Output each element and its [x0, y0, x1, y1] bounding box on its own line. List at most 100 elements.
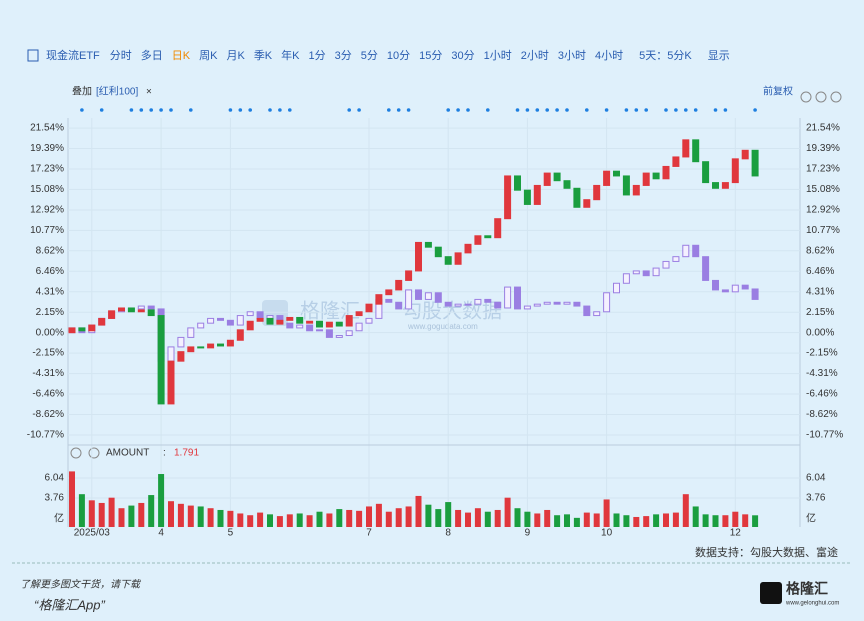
event-marker[interactable]	[149, 108, 153, 112]
event-marker[interactable]	[228, 108, 233, 112]
toolbar-item[interactable]: 显示	[708, 49, 730, 62]
event-marker[interactable]	[80, 108, 84, 112]
y-tick-label: 10.77%	[30, 225, 64, 236]
toolbar-item[interactable]: 多日	[141, 48, 163, 62]
volume-bar	[78, 494, 85, 527]
close-icon[interactable]	[88, 447, 100, 459]
candle	[246, 320, 254, 331]
toolbar-item[interactable]: 现金流ETF	[46, 48, 100, 62]
event-marker[interactable]	[238, 108, 243, 112]
candle	[365, 303, 373, 313]
event-marker[interactable]	[684, 108, 688, 112]
y-tick-label-right: -2.15%	[806, 348, 838, 359]
event-marker[interactable]	[486, 108, 490, 112]
volume-bar	[326, 513, 333, 527]
candle	[553, 301, 561, 305]
y-tick-label-right: -6.46%	[806, 389, 838, 400]
toolbar-item[interactable]: 季K	[254, 49, 273, 62]
event-marker[interactable]	[713, 108, 718, 112]
candle	[533, 303, 541, 307]
volume-bar	[346, 509, 353, 527]
event-marker[interactable]	[555, 108, 559, 112]
event-marker[interactable]	[248, 108, 252, 112]
toolbar-item[interactable]: 日K	[172, 50, 191, 62]
help-icon[interactable]	[800, 91, 812, 103]
event-marker[interactable]	[278, 108, 282, 112]
overlay-compare[interactable]: [红利100]	[96, 85, 138, 98]
toolbar-item[interactable]: 10分	[387, 49, 410, 62]
toolbar-item[interactable]: 30分	[451, 49, 474, 62]
candle	[613, 282, 620, 294]
event-marker[interactable]	[466, 108, 470, 112]
event-marker[interactable]	[545, 108, 549, 112]
toolbar-item[interactable]: 15分	[419, 49, 442, 62]
event-marker[interactable]	[169, 108, 173, 112]
event-marker[interactable]	[189, 108, 193, 112]
event-marker[interactable]	[288, 108, 292, 112]
event-marker[interactable]	[268, 108, 272, 112]
event-marker[interactable]	[347, 108, 352, 112]
event-marker[interactable]	[723, 108, 728, 112]
event-marker[interactable]	[139, 108, 144, 112]
toolbar-item[interactable]: 1分	[309, 49, 326, 62]
settings-icon[interactable]	[70, 447, 82, 459]
event-marker[interactable]	[644, 108, 648, 112]
candle	[187, 346, 195, 353]
event-marker[interactable]	[753, 108, 757, 112]
toolbar-item[interactable]: 3小时	[558, 49, 586, 62]
candle	[434, 246, 442, 258]
toolbar-item[interactable]: 4小时	[595, 49, 623, 62]
candle	[395, 279, 403, 291]
toolbar-item[interactable]: 1小时	[484, 49, 512, 62]
event-marker[interactable]	[525, 108, 530, 112]
event-marker[interactable]	[604, 108, 609, 112]
volume-bar	[336, 509, 343, 527]
candle	[692, 139, 700, 163]
candle	[405, 270, 413, 281]
candle	[662, 260, 670, 269]
event-marker[interactable]	[624, 108, 629, 112]
plus-icon[interactable]	[830, 91, 842, 103]
event-marker[interactable]	[535, 108, 540, 112]
toolbar-item[interactable]: 5分	[361, 49, 378, 62]
event-marker[interactable]	[565, 108, 569, 112]
event-marker[interactable]	[664, 108, 668, 112]
toolbar-item[interactable]: 分时	[110, 49, 132, 62]
toolbar-item[interactable]: 周K	[199, 49, 218, 62]
event-marker[interactable]	[387, 108, 391, 112]
volume-bar	[573, 517, 580, 527]
candle	[355, 322, 363, 332]
event-marker[interactable]	[99, 108, 104, 112]
event-marker[interactable]	[446, 108, 451, 112]
event-marker[interactable]	[129, 108, 134, 112]
event-marker[interactable]	[634, 108, 639, 112]
candle	[454, 303, 462, 307]
event-marker[interactable]	[674, 108, 678, 112]
event-marker[interactable]	[406, 108, 411, 112]
volume-bar	[98, 502, 105, 527]
adjust[interactable]: 前复权	[763, 85, 793, 98]
toolbar-item[interactable]: 5天：5分K	[639, 49, 692, 62]
toolbar-item[interactable]: 2小时	[521, 49, 549, 62]
event-marker[interactable]	[585, 108, 589, 112]
volume-bar	[643, 516, 650, 527]
y-tick-label: -8.62%	[32, 409, 64, 420]
candle	[236, 329, 244, 341]
volume-bar	[296, 513, 303, 527]
event-marker[interactable]	[159, 108, 163, 112]
event-marker[interactable]	[515, 108, 520, 112]
volume-bar	[108, 497, 115, 527]
overlay-close[interactable]: ×	[146, 87, 152, 98]
sidebar-icon[interactable]	[27, 49, 39, 62]
toolbar-item[interactable]: 年K	[281, 48, 300, 62]
candle	[434, 292, 442, 303]
minus-icon[interactable]	[815, 91, 827, 103]
candle	[523, 305, 531, 310]
event-marker[interactable]	[456, 108, 460, 112]
candle	[593, 184, 601, 201]
toolbar-item[interactable]: 3分	[335, 49, 352, 62]
event-marker[interactable]	[357, 108, 361, 112]
event-marker[interactable]	[396, 108, 401, 112]
toolbar-item[interactable]: 月K	[226, 50, 245, 62]
event-marker[interactable]	[693, 108, 698, 112]
